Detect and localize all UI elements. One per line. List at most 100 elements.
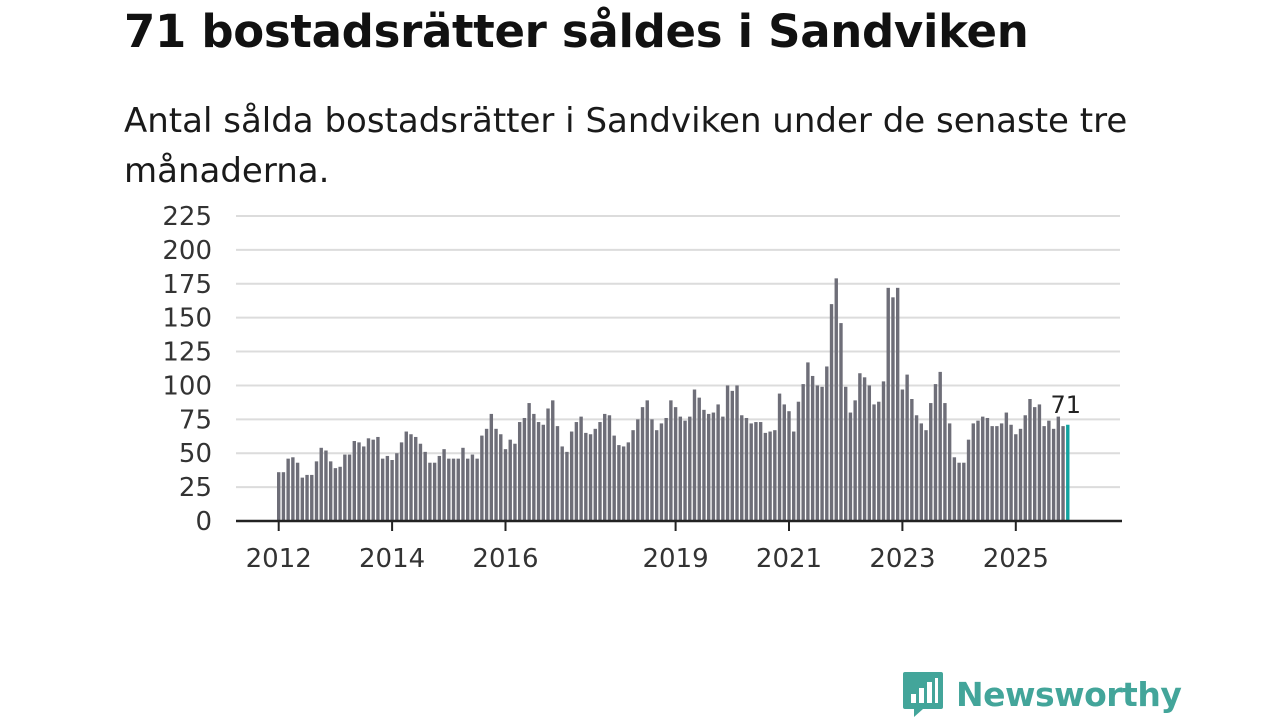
bar: [933, 384, 938, 521]
bar: [598, 422, 602, 521]
bar: [451, 458, 456, 521]
bar: [787, 411, 791, 521]
bar: [362, 446, 366, 521]
bar: [366, 438, 371, 521]
y-tick-label: 0: [195, 507, 212, 537]
bar: [914, 415, 919, 521]
bar: [782, 404, 786, 521]
bar: [385, 455, 390, 521]
bar: [281, 472, 286, 521]
bar: [877, 401, 881, 521]
bar: [494, 428, 498, 521]
bar: [905, 374, 909, 521]
bar: [976, 420, 980, 521]
bar: [517, 422, 522, 521]
bar: [872, 404, 876, 521]
bar: [399, 442, 404, 521]
bar: [484, 428, 489, 521]
bar: [499, 434, 503, 521]
bar: [314, 461, 319, 521]
bar: [584, 432, 588, 521]
bar: [617, 445, 621, 521]
bar: [801, 384, 805, 521]
bar: [409, 434, 413, 521]
bar: [607, 415, 612, 521]
bar: [428, 462, 432, 521]
x-tick-label: 2025: [983, 544, 1049, 574]
bar: [456, 458, 460, 521]
bar: [971, 423, 975, 521]
bar: [1056, 416, 1061, 521]
bar: [532, 413, 536, 521]
y-tick-label: 50: [179, 439, 212, 469]
bar: [565, 451, 569, 521]
bar: [1061, 426, 1065, 521]
bar: [305, 474, 309, 521]
bar: [740, 415, 744, 521]
y-tick-label: 25: [179, 473, 212, 503]
bar: [295, 462, 300, 521]
bar: [891, 297, 895, 521]
bar: [588, 434, 593, 521]
bar: [1051, 428, 1056, 521]
y-tick-label: 75: [179, 405, 212, 435]
bar: [735, 385, 739, 521]
bar: [947, 423, 952, 521]
bar: [792, 431, 796, 521]
bar: [390, 460, 394, 521]
bar: [881, 381, 886, 521]
bar: [636, 419, 640, 521]
bar: [829, 304, 834, 521]
bar: [560, 446, 564, 521]
bar: [447, 458, 451, 521]
bar: [929, 403, 933, 521]
bar: [1033, 407, 1037, 521]
bar: [777, 393, 782, 521]
y-tick-label: 200: [162, 236, 212, 266]
bar: [919, 423, 923, 521]
x-tick-label: 2014: [359, 544, 425, 574]
bar: [895, 287, 900, 521]
bar: [697, 397, 701, 521]
y-tick-label: 175: [162, 270, 212, 300]
bar: [508, 439, 512, 521]
bar: [343, 454, 347, 521]
bar: [858, 373, 862, 521]
bar: [640, 407, 645, 521]
x-tick-label: 2021: [756, 544, 822, 574]
bar: [702, 409, 706, 521]
bar: [1004, 412, 1009, 521]
bar: [546, 408, 550, 521]
bar: [1023, 415, 1027, 521]
bar: [536, 422, 541, 521]
bar: [966, 439, 971, 521]
bar: [380, 458, 385, 521]
bar: [924, 430, 928, 521]
bar: [754, 422, 758, 521]
bar: [768, 431, 772, 521]
bar: [669, 400, 673, 521]
bar: [758, 422, 763, 521]
bar: [442, 449, 446, 521]
y-tick-label: 100: [162, 371, 212, 401]
bar: [688, 416, 692, 521]
bar: [631, 430, 635, 521]
bar: [820, 386, 824, 521]
bar: [825, 366, 829, 521]
bar: [862, 377, 867, 521]
bar: [716, 404, 720, 521]
bar: [999, 423, 1004, 521]
chart-subtitle: Antal sålda bostadsrätter i Sandviken un…: [124, 101, 1128, 191]
bar: [706, 413, 711, 521]
chart-title: 71 bostadsrätter såldes i Sandviken: [124, 5, 1029, 58]
bar: [470, 454, 475, 521]
bar: [725, 385, 730, 521]
bar: [489, 413, 494, 521]
bar: [839, 323, 843, 521]
bar: [404, 431, 408, 521]
bar: [834, 278, 838, 521]
bar: [962, 462, 966, 521]
y-tick-label: 125: [162, 338, 212, 368]
bar: [621, 446, 626, 521]
bar: [952, 457, 957, 521]
